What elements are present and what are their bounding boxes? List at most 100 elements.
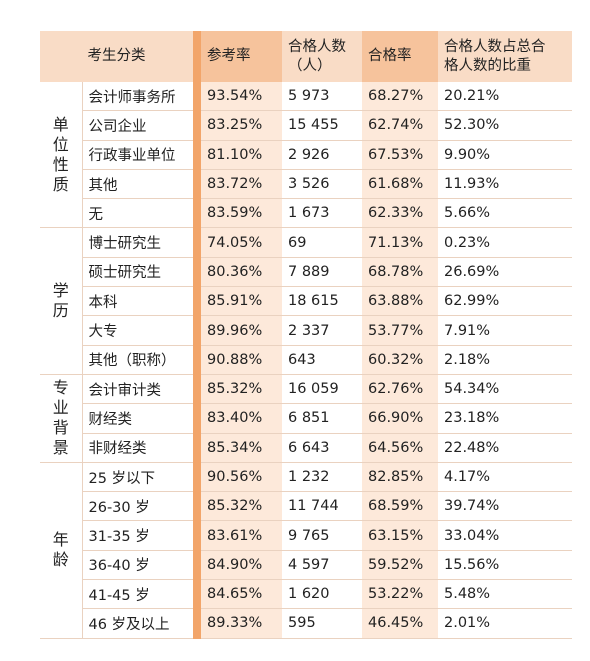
category-cell: 财经类 [82, 403, 197, 434]
value-cell: 15 455 [282, 110, 362, 141]
table-row: 大专 89.96% 2 337 53.77% 7.91% [40, 315, 572, 346]
value-cell: 93.54% [193, 82, 282, 112]
value-cell: 6 643 [282, 433, 362, 463]
value-cell: 3 526 [282, 169, 362, 200]
value-cell: 7.91% [438, 315, 572, 346]
category-cell: 会计审计类 [82, 373, 197, 405]
table-row: 专业背景 会计审计类 85.32% 16 059 62.76% 54.34% [40, 373, 572, 463]
value-cell: 5 973 [282, 82, 362, 112]
value-cell: 82.85% [362, 461, 438, 493]
value-cell: 66.90% [362, 403, 438, 434]
value-cell: 60.32% [362, 345, 438, 375]
category-cell: 本科 [82, 286, 197, 317]
table-row: 硕士研究生 80.36% 7 889 68.78% 26.69% [40, 257, 572, 288]
category-cell: 会计师事务所 [82, 82, 197, 112]
group-label: 专业背景 [40, 373, 83, 463]
statistics-table: 考生分类 参考率 合格人数 （人） 合格率 合格人数占总合 格人数的比重 单位性质 会计师… [40, 31, 572, 639]
value-cell: 5.66% [438, 198, 572, 229]
value-cell: 90.88% [193, 345, 282, 375]
value-cell: 90.56% [193, 461, 282, 493]
value-cell: 83.72% [193, 169, 282, 200]
category-cell: 36-40 岁 [82, 550, 197, 581]
table-row: 年龄 25 岁以下 90.56% 1 232 82.85% 4.17% [40, 461, 572, 639]
value-cell: 2 926 [282, 140, 362, 170]
table-row: 31-35 岁 83.61% 9 765 63.15% 33.04% [40, 520, 572, 551]
value-cell: 61.68% [362, 169, 438, 200]
value-cell: 68.78% [362, 257, 438, 288]
value-cell: 26.69% [438, 257, 572, 288]
category-cell: 非财经类 [82, 433, 197, 463]
value-cell: 4 597 [282, 550, 362, 581]
header-cell: 合格人数 （人） [282, 31, 362, 82]
table-row: 无 83.59% 1 673 62.33% 5.66% [40, 198, 572, 229]
category-cell: 25 岁以下 [82, 461, 197, 493]
header-cell: 合格率 [362, 31, 438, 82]
value-cell: 84.65% [193, 579, 282, 610]
value-cell: 85.32% [193, 491, 282, 522]
category-cell: 博士研究生 [82, 227, 197, 258]
value-cell: 63.88% [362, 286, 438, 317]
group-label: 单位性质 [40, 82, 83, 229]
value-cell: 89.33% [193, 608, 282, 639]
table-row: 财经类 83.40% 6 851 66.90% 23.18% [40, 403, 572, 434]
value-cell: 89.96% [193, 315, 282, 346]
value-cell: 62.99% [438, 286, 572, 317]
value-cell: 7 889 [282, 257, 362, 288]
category-cell: 41-45 岁 [82, 579, 197, 610]
category-cell: 公司企业 [82, 110, 197, 141]
value-cell: 20.21% [438, 82, 572, 112]
value-cell: 52.30% [438, 110, 572, 141]
value-cell: 68.59% [362, 491, 438, 522]
value-cell: 2.01% [438, 608, 572, 639]
value-cell: 74.05% [193, 227, 282, 258]
value-cell: 85.91% [193, 286, 282, 317]
category-cell: 46 岁及以上 [82, 608, 197, 639]
value-cell: 11.93% [438, 169, 572, 200]
table-row: 其他 83.72% 3 526 61.68% 11.93% [40, 169, 572, 200]
value-cell: 83.25% [193, 110, 282, 141]
header-cell: 考生分类 [40, 31, 197, 82]
group-label: 年龄 [40, 461, 83, 639]
table-body: 单位性质 会计师事务所 93.54% 5 973 68.27% 20.21% 公司企业 83.… [40, 82, 572, 639]
value-cell: 83.59% [193, 198, 282, 229]
value-cell: 39.74% [438, 491, 572, 522]
value-cell: 643 [282, 345, 362, 375]
category-cell: 26-30 岁 [82, 491, 197, 522]
table-row: 其他（职称） 90.88% 643 60.32% 2.18% [40, 345, 572, 375]
value-cell: 59.52% [362, 550, 438, 581]
value-cell: 81.10% [193, 140, 282, 170]
value-cell: 63.15% [362, 520, 438, 551]
value-cell: 1 232 [282, 461, 362, 493]
value-cell: 85.32% [193, 373, 282, 405]
value-cell: 18 615 [282, 286, 362, 317]
table-row: 非财经类 85.34% 6 643 64.56% 22.48% [40, 433, 572, 463]
value-cell: 9.90% [438, 140, 572, 170]
table-row: 46 岁及以上 89.33% 595 46.45% 2.01% [40, 608, 572, 639]
value-cell: 2 337 [282, 315, 362, 346]
value-cell: 71.13% [362, 227, 438, 258]
value-cell: 9 765 [282, 520, 362, 551]
category-cell: 硕士研究生 [82, 257, 197, 288]
value-cell: 83.40% [193, 403, 282, 434]
table-row: 36-40 岁 84.90% 4 597 59.52% 15.56% [40, 550, 572, 581]
value-cell: 4.17% [438, 461, 572, 493]
value-cell: 1 673 [282, 198, 362, 229]
table-row: 41-45 岁 84.65% 1 620 53.22% 5.48% [40, 579, 572, 610]
table-row: 学历 博士研究生 74.05% 69 71.13% 0.23% [40, 227, 572, 375]
value-cell: 595 [282, 608, 362, 639]
category-cell: 大专 [82, 315, 197, 346]
category-cell: 其他 [82, 169, 197, 200]
value-cell: 54.34% [438, 373, 572, 405]
header-cell: 合格人数占总合 格人数的比重 [438, 31, 572, 82]
category-cell: 31-35 岁 [82, 520, 197, 551]
value-cell: 22.48% [438, 433, 572, 463]
value-cell: 64.56% [362, 433, 438, 463]
value-cell: 11 744 [282, 491, 362, 522]
value-cell: 85.34% [193, 433, 282, 463]
value-cell: 0.23% [438, 227, 572, 258]
table-row: 本科 85.91% 18 615 63.88% 62.99% [40, 286, 572, 317]
value-cell: 67.53% [362, 140, 438, 170]
value-cell: 1 620 [282, 579, 362, 610]
table-row: 公司企业 83.25% 15 455 62.74% 52.30% [40, 110, 572, 141]
value-cell: 62.76% [362, 373, 438, 405]
